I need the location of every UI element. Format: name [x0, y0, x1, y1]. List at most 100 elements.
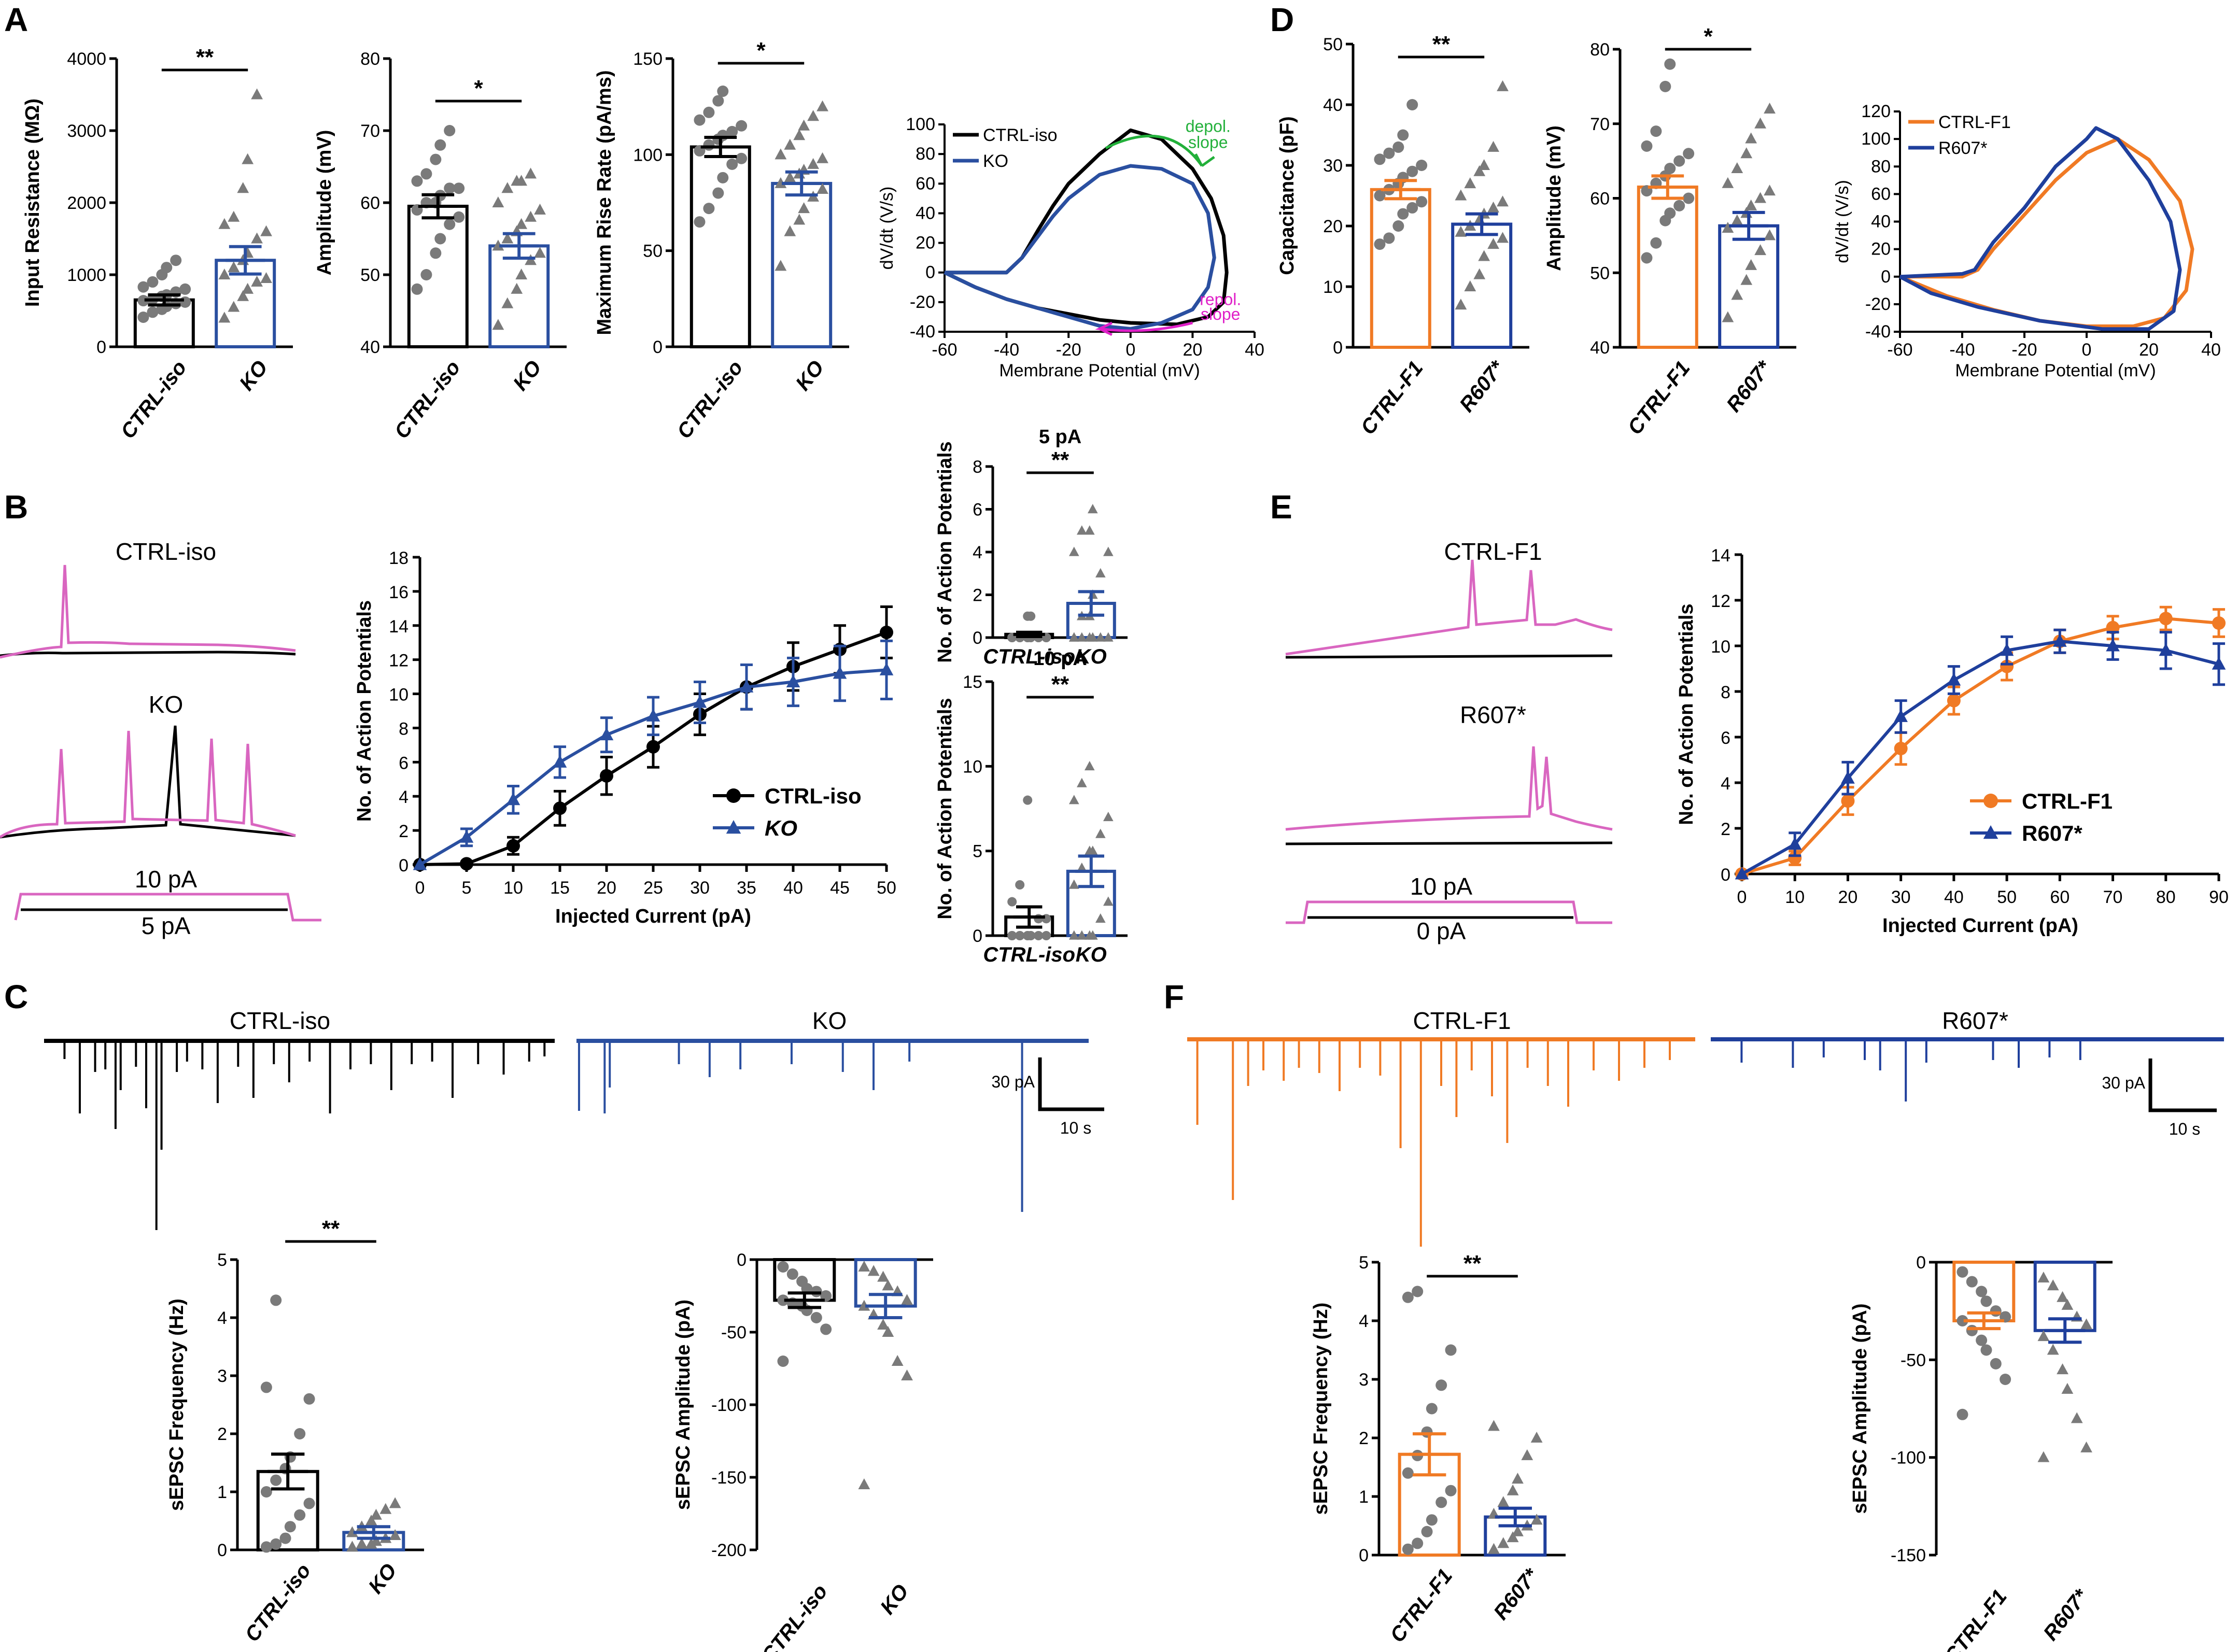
C2-y-tick-label: 4 [217, 1308, 227, 1328]
D1-point [1374, 153, 1386, 165]
F2-point [1402, 1291, 1414, 1303]
D3-y-tick-label: 100 [1861, 129, 1891, 149]
A1-point [179, 283, 191, 295]
F2-point [1497, 1496, 1510, 1507]
A1-point [260, 272, 272, 283]
B2-point [413, 857, 427, 870]
C3-point [777, 1294, 789, 1306]
f-scale-bar [2148, 1058, 2217, 1112]
B4-point [1041, 914, 1051, 924]
C2-point [279, 1532, 291, 1544]
A2-point [420, 269, 432, 280]
C2-point [389, 1529, 401, 1540]
D1-point [1464, 177, 1476, 189]
B4-category-label: KO [1076, 943, 1107, 966]
D1-point [1455, 189, 1467, 201]
B2-y-tick-label: 16 [389, 583, 409, 602]
F2-point [1426, 1403, 1438, 1415]
B2-point [833, 666, 847, 679]
B3-y-tick-label: 2 [973, 586, 982, 605]
B2-point [506, 792, 520, 806]
A2-point [501, 182, 514, 193]
b-ko-trace-label: KO [149, 691, 183, 718]
A1-y-tick-label: 4000 [67, 49, 106, 69]
A3-point [717, 172, 729, 183]
C3-point [882, 1279, 894, 1291]
C3-category-label: KO [876, 1580, 913, 1618]
B3-point [1068, 546, 1079, 556]
C3-y-label: sEPSC Amplitude (pA) [672, 1300, 694, 1510]
A1-point [147, 306, 159, 318]
B2-x-label: Injected Current (pA) [555, 906, 751, 927]
F2-point [1512, 1473, 1524, 1484]
B2-point [459, 830, 474, 843]
c-scale-x-label: 10 s [1060, 1119, 1091, 1137]
A4-series-ctrl-iso [944, 128, 1229, 327]
A1-point [137, 312, 149, 323]
C2-y-tick-label: 3 [217, 1366, 227, 1386]
D2-point [1764, 229, 1776, 241]
B2-point [553, 755, 567, 768]
B4-point [1095, 913, 1106, 923]
F3-point [1957, 1408, 1968, 1420]
panel-label-f: F [1164, 978, 1184, 1015]
B2-point [880, 625, 893, 639]
F3-point [1990, 1305, 2002, 1317]
A3-point [784, 225, 796, 236]
A4-y-tick-label: -20 [910, 292, 935, 312]
B3-point [1087, 632, 1098, 642]
A1-point [137, 295, 149, 307]
E2-point [1735, 867, 1749, 880]
D2-point [1745, 132, 1757, 144]
C3-point [877, 1270, 889, 1282]
D1-point [1478, 250, 1490, 261]
D2-point [1740, 147, 1753, 159]
C2-significance: ** [322, 1216, 340, 1241]
D3-x-tick-label: -60 [1887, 340, 1912, 360]
D1-category-label: CTRL-F1 [1356, 357, 1427, 439]
b-ctrl-trace-label: CTRL-iso [116, 538, 216, 565]
b-ctrl-trace-5pa [0, 651, 296, 657]
A1-point [218, 269, 231, 279]
D1-point [1487, 201, 1499, 213]
A1-point [137, 281, 149, 293]
F2-point [1426, 1514, 1438, 1526]
f-r607-trace-label: R607* [1942, 1007, 2008, 1034]
C3-point [810, 1312, 822, 1323]
e-ctrl-trace-label: CTRL-F1 [1444, 538, 1542, 565]
F3-point [1966, 1324, 1978, 1336]
B4-point [1076, 930, 1087, 940]
D1-point [1392, 220, 1404, 232]
E2-x-tick-label: 40 [1944, 887, 1964, 907]
B4-point [1076, 862, 1087, 872]
E2-series-ctrl-f1 [1741, 617, 2219, 876]
A2-point [534, 203, 546, 215]
f-ctrl-trace-label: CTRL-F1 [1413, 1007, 1511, 1034]
F3-y-tick-label: -100 [1891, 1448, 1926, 1468]
A1-point [242, 283, 254, 294]
B2-y-tick-label: 8 [399, 719, 409, 739]
A3-significance: * [756, 38, 766, 63]
E2-x-tick-label: 90 [2209, 887, 2229, 907]
D2-point [1745, 259, 1757, 270]
C2-point [346, 1526, 358, 1537]
A4-x-tick-label: -60 [932, 340, 957, 360]
B2-x-tick-label: 30 [690, 878, 710, 898]
F2-point [1512, 1525, 1524, 1536]
f-scale-y-label: 30 pA [2102, 1074, 2145, 1092]
D1-point [1392, 141, 1404, 153]
F2-point [1435, 1496, 1447, 1508]
E2-point [2106, 639, 2120, 652]
B3-point [1076, 632, 1087, 642]
B2-point [506, 839, 520, 853]
A2-category-label: KO [509, 356, 546, 394]
B2-point [693, 695, 707, 708]
B3-point [1084, 525, 1095, 535]
D1-y-label: Capacitance (pF) [1276, 116, 1298, 275]
A3-point [694, 216, 706, 228]
a4-depol-label-1: depol. [1186, 117, 1231, 135]
A3-point [736, 120, 748, 132]
